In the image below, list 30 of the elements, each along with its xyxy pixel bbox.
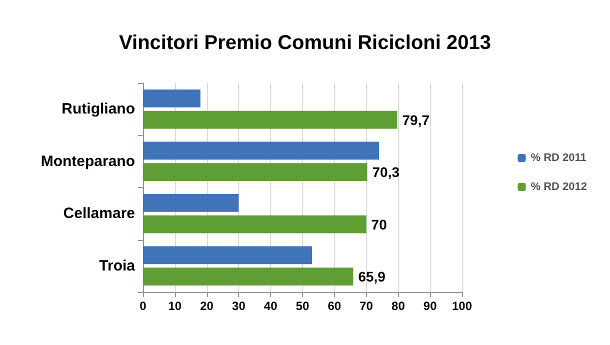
x-tick-label: 90 [423,299,438,313]
y-tick-label: Troia [99,257,136,274]
x-tick-label: 40 [264,299,278,313]
x-tick-label: 60 [328,299,342,313]
bar [143,90,200,108]
legend-label: % RD 2011 [530,152,586,164]
x-tick-label: 0 [140,299,147,313]
y-tick-label: Rutigliano [62,100,135,118]
x-tick-label: 50 [296,299,310,313]
bar [143,246,312,264]
x-tick-label: 30 [232,299,246,313]
bar [143,142,380,160]
x-tick-label: 100 [452,299,472,313]
data-label: 70 [371,216,388,232]
y-tick-label: Monteparano [40,152,135,170]
bar [143,110,398,129]
y-tick-label: Cellamare [63,205,135,222]
bar [143,163,368,181]
x-tick-label: 20 [200,299,214,313]
data-label: 65,9 [358,268,386,285]
bar [143,215,366,234]
bar [143,194,239,212]
data-label: 70,3 [372,164,400,180]
data-label: 79,7 [402,112,430,128]
bar [143,268,354,286]
x-tick-label: 70 [360,299,374,313]
x-tick-label: 10 [168,299,182,313]
chart-title: Vincitori Premio Comuni Ricicloni 2013 [119,32,491,54]
legend-label: % RD 2012 [530,181,588,193]
x-tick-label: 80 [392,299,406,313]
